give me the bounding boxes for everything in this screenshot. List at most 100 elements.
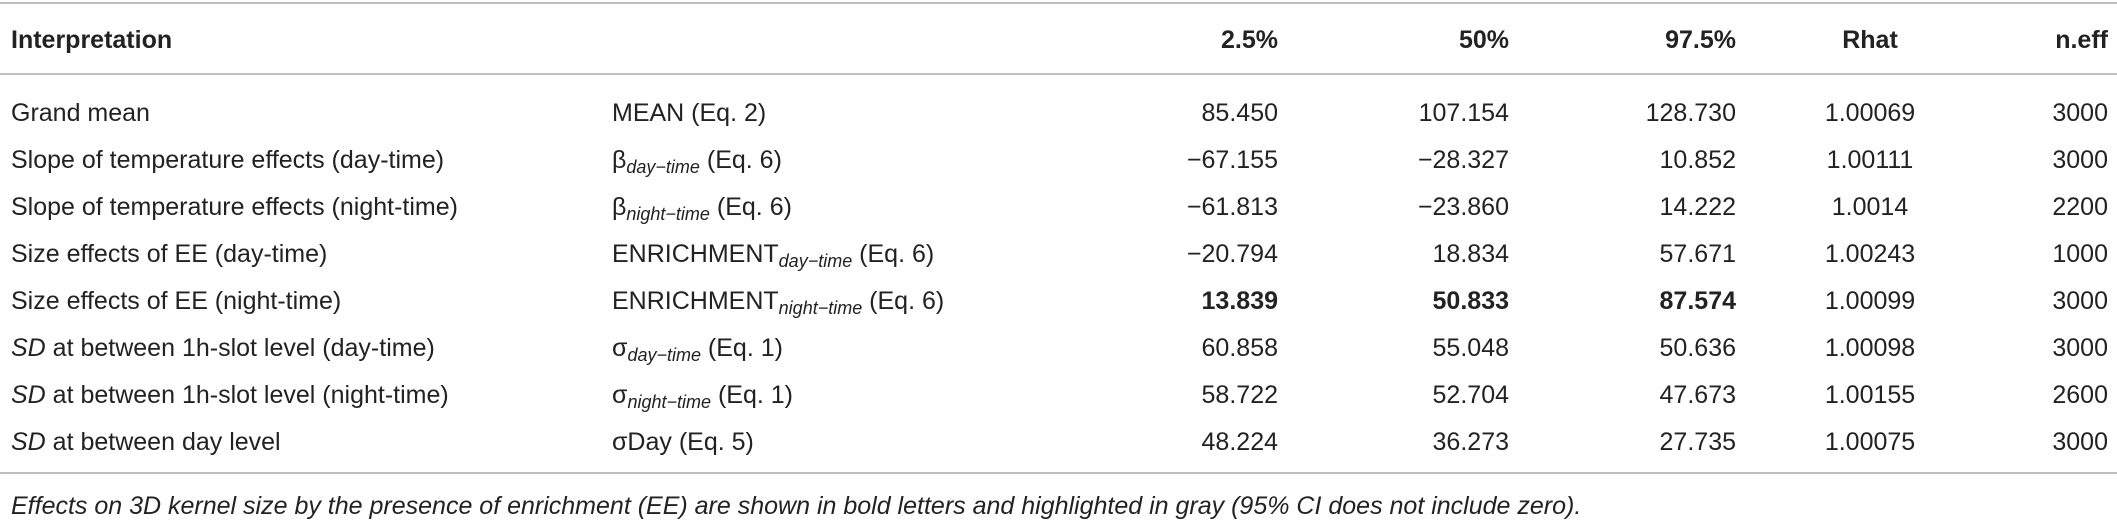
parameter-subscript: night−time: [778, 298, 863, 318]
parameter-base: σ: [612, 334, 628, 362]
parameter-base: β: [612, 193, 627, 221]
interpretation-cell: Slope of temperature effects (day-time): [11, 145, 444, 175]
parameter-base: β: [612, 146, 627, 174]
value-cell: −23.860: [1417, 193, 1509, 221]
value-cell: 14.222: [1659, 193, 1736, 221]
italic-term: SD: [11, 334, 46, 362]
parameter-cell: ENRICHMENTnight−time (Eq. 6): [612, 286, 945, 318]
italic-term: SD: [11, 381, 46, 409]
value-cell: −28.327: [1417, 146, 1509, 174]
value-cell: 13.839: [1201, 287, 1278, 315]
parameter-suffix: (Eq. 2): [684, 99, 767, 127]
parameter-base: σDay: [612, 428, 672, 456]
parameter-subscript: day−time: [626, 157, 700, 177]
parameter-suffix: (Eq. 6): [862, 287, 945, 315]
parameter-base: ENRICHMENT: [612, 287, 779, 315]
interpretation-cell: Size effects of EE (night-time): [11, 286, 341, 316]
parameter-cell: βnight−time (Eq. 6): [612, 192, 792, 224]
interpretation-cell: Size effects of EE (day-time): [11, 239, 327, 269]
value-cell: 3000: [2052, 146, 2108, 174]
value-cell: 36.273: [1432, 428, 1509, 456]
interpretation-cell: SD at between 1h-slot level (night-time): [11, 380, 449, 410]
value-cell: 2600: [2052, 381, 2108, 409]
interpretation-text: Slope of temperature effects (day-time): [11, 146, 445, 174]
value-cell: 85.450: [1201, 99, 1278, 127]
column-header: 50%: [1458, 26, 1509, 54]
value-cell: 3000: [2052, 428, 2108, 456]
caption: Effects on 3D kernel size by the presenc…: [11, 492, 1582, 520]
interpretation-cell: SD at between 1h-slot level (day-time): [11, 333, 435, 363]
value-cell: −67.155: [1186, 146, 1278, 174]
parameter-cell: MEAN (Eq. 2): [612, 98, 766, 128]
interpretation-cell: Grand mean: [11, 98, 150, 128]
parameter-subscript: night−time: [626, 204, 710, 224]
value-cell: 1.00098: [1824, 334, 1916, 362]
column-header: 2.5%: [1221, 26, 1278, 54]
value-cell: 50.833: [1432, 287, 1509, 315]
parameter-subscript: day−time: [627, 345, 701, 365]
column-header: Interpretation: [11, 26, 173, 54]
parameter-base: ENRICHMENT: [612, 240, 779, 268]
value-cell: 87.574: [1659, 287, 1736, 315]
interpretation-cell: Slope of temperature effects (night-time…: [11, 192, 458, 222]
parameter-suffix: (Eq. 5): [671, 428, 754, 456]
parameter-suffix: (Eq. 1): [711, 381, 793, 409]
value-cell: 48.224: [1201, 428, 1278, 456]
value-cell: 1.00069: [1824, 99, 1916, 127]
interpretation-text: at between 1h-slot level (night-time): [45, 381, 449, 409]
parameter-subscript: night−time: [627, 392, 711, 412]
value-cell: 47.673: [1659, 381, 1736, 409]
value-cell: 1.00075: [1824, 428, 1916, 456]
parameter-base: MEAN: [612, 99, 685, 127]
top-rule: [0, 2, 2117, 4]
value-cell: 3000: [2052, 99, 2108, 127]
parameter-cell: σday−time (Eq. 1): [612, 333, 783, 365]
header-rule: [0, 73, 2117, 75]
value-cell: 1.00155: [1824, 381, 1916, 409]
value-cell: −61.813: [1186, 193, 1278, 221]
value-cell: 60.858: [1201, 334, 1278, 362]
value-cell: 10.852: [1659, 146, 1736, 174]
value-cell: 18.834: [1432, 240, 1509, 268]
value-cell: 1.0014: [1831, 193, 1909, 221]
value-cell: 3000: [2052, 334, 2108, 362]
value-cell: 58.722: [1201, 381, 1278, 409]
parameter-suffix: (Eq. 6): [699, 146, 782, 174]
italic-term: SD: [11, 428, 46, 456]
parameter-suffix: (Eq. 6): [852, 240, 935, 268]
value-cell: 1000: [2052, 240, 2108, 268]
value-cell: 1.00099: [1824, 287, 1916, 315]
bottom-rule: [0, 472, 2117, 474]
interpretation-text: Slope of temperature effects (night-time…: [11, 193, 458, 221]
interpretation-text: Grand mean: [11, 99, 150, 127]
parameter-cell: βday−time (Eq. 6): [612, 145, 782, 177]
parameter-suffix: (Eq. 6): [709, 193, 792, 221]
value-cell: 52.704: [1432, 381, 1509, 409]
value-cell: −20.794: [1186, 240, 1278, 268]
value-cell: 2200: [2052, 193, 2108, 221]
value-cell: 50.636: [1659, 334, 1736, 362]
parameter-cell: σDay (Eq. 5): [612, 427, 754, 457]
interpretation-text: at between day level: [45, 428, 281, 456]
parameter-suffix: (Eq. 1): [700, 334, 783, 362]
parameter-cell: ENRICHMENTday−time (Eq. 6): [612, 239, 935, 271]
column-header: n.eff: [2055, 26, 2108, 54]
value-cell: 107.154: [1418, 99, 1509, 127]
value-cell: 1.00111: [1826, 146, 1914, 174]
value-cell: 57.671: [1659, 240, 1736, 268]
interpretation-text: Size effects of EE (night-time): [11, 287, 342, 315]
value-cell: 1.00243: [1824, 240, 1916, 268]
parameter-cell: σnight−time (Eq. 1): [612, 380, 793, 412]
value-cell: 27.735: [1659, 428, 1736, 456]
column-header: Rhat: [1842, 26, 1898, 54]
value-cell: 128.730: [1645, 99, 1736, 127]
value-cell: 55.048: [1432, 334, 1509, 362]
interpretation-text: Size effects of EE (day-time): [11, 240, 328, 268]
column-header: 97.5%: [1665, 26, 1736, 54]
interpretation-text: at between 1h-slot level (day-time): [45, 334, 435, 362]
parameter-base: σ: [612, 381, 628, 409]
parameter-subscript: day−time: [778, 251, 853, 271]
interpretation-cell: SD at between day level: [11, 427, 281, 457]
value-cell: 3000: [2052, 287, 2108, 315]
